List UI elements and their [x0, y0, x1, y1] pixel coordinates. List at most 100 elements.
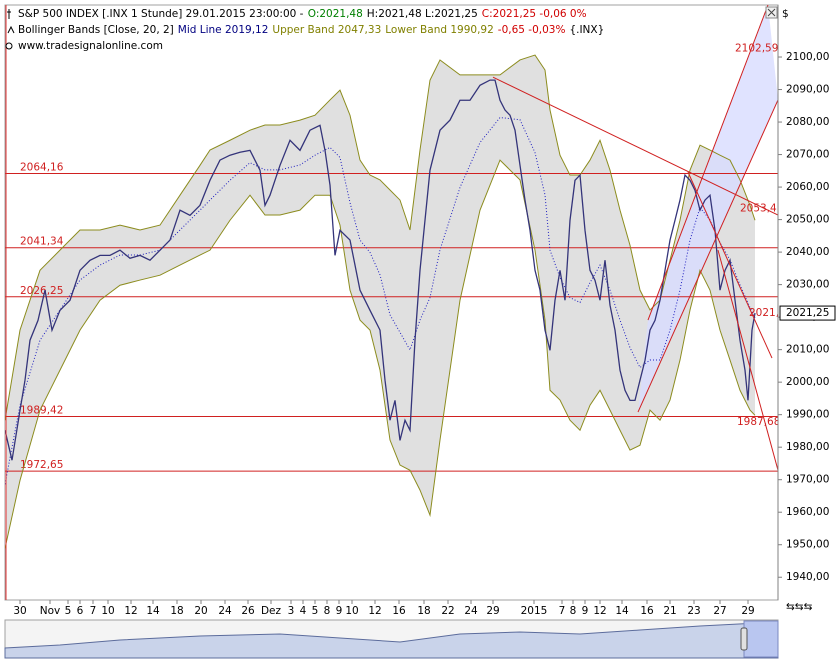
x-tick-label: 9 — [336, 605, 343, 617]
level-label: 2026,25 — [20, 285, 63, 297]
x-tick-label: Nov — [40, 605, 61, 617]
legend-item: Bollinger Bands [Close, 20, 2] — [18, 24, 174, 36]
series-line — [5, 54, 756, 421]
legend-item: C:2021,25 -0,06 0% — [482, 8, 587, 20]
y-tick-label: 2000,00 — [786, 376, 829, 388]
x-tick-label: 9 — [582, 605, 589, 617]
x-tick-label: 5 — [65, 605, 72, 617]
legend: S&P 500 INDEX [.INX 1 Stunde] 29.01.2015… — [5, 8, 604, 52]
x-tick-label: 5 — [312, 605, 319, 617]
x-tick-label: 2015 — [521, 605, 548, 617]
y-tick-label: 2010,00 — [786, 344, 829, 356]
navigator-handle[interactable] — [740, 627, 748, 651]
navigator-area — [4, 621, 779, 659]
x-tick-label: 16 — [392, 605, 406, 617]
level-label: 1972,65 — [20, 459, 63, 471]
legend-line: Bollinger Bands [Close, 20, 2] Mid Line 2… — [18, 24, 604, 36]
band-fill — [5, 55, 755, 549]
legend-item: H:2021,48 L:2021,25 — [367, 8, 478, 20]
trend-line — [717, 250, 778, 471]
x-tick-label: 23 — [687, 605, 700, 617]
legend-icon — [5, 42, 13, 50]
y-tick-label: 1980,00 — [786, 441, 829, 453]
x-tick-label: 20 — [194, 605, 207, 617]
x-tick-label: 24 — [464, 605, 478, 617]
close-icon — [767, 8, 776, 17]
annotation: 2102,59 — [735, 43, 778, 55]
x-tick-label: 16 — [640, 605, 654, 617]
annotation: 1987,68 — [737, 416, 780, 428]
x-tick-label: 10 — [345, 605, 358, 617]
legend-item: S&P 500 INDEX [.INX 1 Stunde] 29.01.2015… — [18, 8, 304, 20]
last-price-box — [779, 305, 836, 321]
legend-item: www.tradesignalonline.com — [18, 40, 163, 52]
x-tick-label: 8 — [324, 605, 331, 617]
legend-icon — [7, 9, 11, 19]
scroll-arrows[interactable]: ⇆⇆⇆ — [786, 601, 813, 613]
y-tick-label: 1960,00 — [786, 506, 829, 518]
legend-item: -0,65 -0,03% — [498, 24, 566, 36]
annotation: 2053,41 — [740, 203, 783, 215]
x-tick-label: 22 — [441, 605, 454, 617]
y-tick-label: 2070,00 — [786, 149, 829, 161]
currency-label: $ — [782, 8, 789, 20]
y-tick-label: 2060,00 — [786, 181, 829, 193]
x-tick-label: 12 — [593, 605, 606, 617]
trend-line — [647, 5, 769, 321]
navigator-window[interactable] — [743, 620, 779, 658]
legend-icon — [7, 25, 15, 34]
y-tick-label: 2080,00 — [786, 116, 829, 128]
legend-line: S&P 500 INDEX [.INX 1 Stunde] 29.01.2015… — [18, 8, 587, 20]
plot-area: 2064,16 2041,34 2026,25 1989,42 1972,65 2102,… — [5, 5, 786, 549]
series-line — [5, 159, 756, 549]
x-tick-label: 7 — [90, 605, 97, 617]
x-tick-label: 18 — [417, 605, 430, 617]
y-tick-label: 2100,00 — [786, 51, 829, 63]
trend-line — [687, 171, 773, 359]
x-tick-label: 7 — [559, 605, 566, 617]
x-tick-label: 30 — [13, 605, 26, 617]
y-tick-label: 1990,00 — [786, 409, 829, 421]
y-tick-label: 1940,00 — [786, 571, 829, 583]
level-label: 1989,42 — [20, 405, 63, 417]
level-label: 2064,16 — [20, 162, 64, 174]
x-tick-label: 12 — [368, 605, 381, 617]
legend-item: {.INX} — [569, 24, 604, 36]
legend-item: O:2021,48 — [308, 8, 363, 20]
y-tick-label: 1950,00 — [786, 539, 829, 551]
x-tick-label: 3 — [288, 605, 295, 617]
y-tick-label: 2090,00 — [786, 84, 829, 96]
x-tick-label: 14 — [146, 605, 160, 617]
x-tick-label: 10 — [101, 605, 114, 617]
x-tick-label: Dez — [261, 605, 282, 617]
level-label: 2041,34 — [20, 236, 64, 248]
trend-line — [492, 76, 778, 216]
last-price-label: 2021,25 — [786, 307, 829, 319]
series-line — [5, 116, 756, 485]
legend-line: www.tradesignalonline.com — [18, 40, 163, 52]
x-tick-label: 26 — [241, 605, 255, 617]
legend-item: Mid Line 2019,12 — [178, 24, 269, 36]
x-tick-label: 8 — [570, 605, 577, 617]
x-tick-label: 4 — [300, 605, 307, 617]
x-tick-label: 29 — [486, 605, 499, 617]
trend-line — [637, 99, 778, 413]
annotation: 2021,2 — [749, 307, 786, 319]
x-tick-label: 6 — [77, 605, 84, 617]
legend-item: Upper Band 2047,33 — [272, 24, 381, 36]
x-tick-label: 21 — [663, 605, 676, 617]
legend-item: Lower Band 1990,92 — [385, 24, 494, 36]
x-tick-label: 12 — [124, 605, 137, 617]
x-tick-label: 27 — [713, 605, 726, 617]
y-tick-label: 2040,00 — [786, 246, 829, 258]
channel-fill — [638, 5, 778, 413]
x-tick-label: 24 — [218, 605, 232, 617]
y-tick-label: 1970,00 — [786, 474, 829, 486]
series-line — [5, 79, 756, 461]
x-tick-label: 14 — [615, 605, 629, 617]
x-tick-label: 18 — [170, 605, 183, 617]
y-tick-label: 2030,00 — [786, 279, 829, 291]
x-tick-label: 29 — [741, 605, 754, 617]
y-tick-label: 2050,00 — [786, 214, 829, 226]
